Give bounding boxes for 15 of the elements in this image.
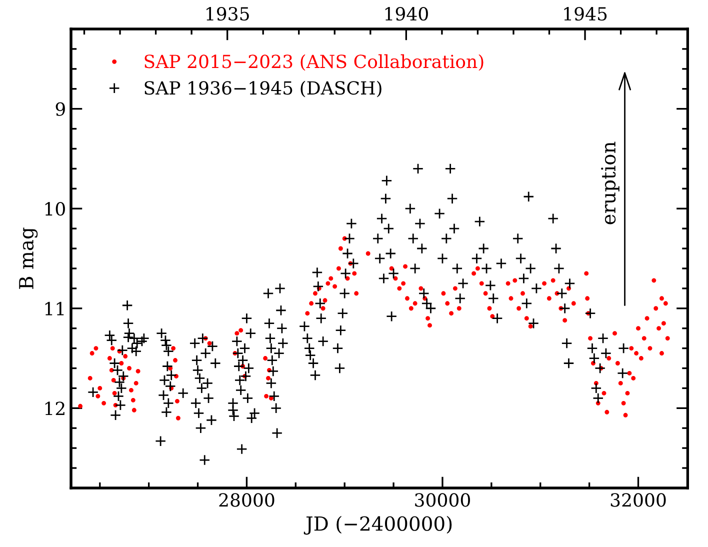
- legend-label: SAP 2015−2023 (ANS Collaboration): [144, 54, 484, 71]
- x-tick-label: 30000: [415, 493, 470, 507]
- y-axis-title: B mag: [19, 228, 38, 289]
- legend-label: SAP 1936−1945 (DASCH): [144, 80, 382, 98]
- y-tick-label: 11: [45, 302, 64, 316]
- x2-tick-label: 1945: [564, 6, 607, 21]
- x-tick-label: 32000: [610, 493, 666, 507]
- y-tick-label: 10: [45, 202, 65, 216]
- x2-tick-label: 1940: [385, 6, 428, 21]
- x-tick-label: 28000: [219, 493, 274, 507]
- y-tick-label: 12: [45, 402, 64, 416]
- x-axis-title: JD (−2400000): [304, 516, 452, 535]
- y-tick-label: 9: [56, 102, 65, 116]
- annotation: eruption: [601, 142, 620, 224]
- x2-tick-label: 1935: [206, 6, 249, 21]
